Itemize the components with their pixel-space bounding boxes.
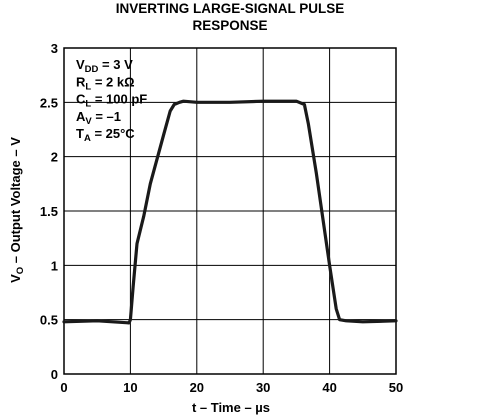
y-tick-label: 1.5 — [40, 204, 58, 219]
x-tick-label: 30 — [256, 380, 270, 395]
y-axis-label: VO – Output Voltage – V — [8, 137, 26, 283]
x-tick-labels: 0 10 20 30 40 50 — [60, 380, 403, 395]
y-tick-label: 2.5 — [40, 95, 58, 110]
x-axis-label: t – Time – µs — [192, 400, 270, 415]
test-condition-line: CL = 100 pF — [76, 92, 147, 110]
x-tick-label: 0 — [60, 380, 67, 395]
chart-title-line1: INVERTING LARGE-SIGNAL PULSE — [116, 1, 345, 16]
y-tick-label: 0 — [51, 367, 58, 382]
x-tick-label: 50 — [389, 380, 403, 395]
x-tick-label: 20 — [190, 380, 204, 395]
x-tick-label: 40 — [322, 380, 336, 395]
test-condition-line: AV = –1 — [76, 109, 121, 127]
y-tick-labels: 0 0.5 1 1.5 2 2.5 3 — [40, 41, 58, 382]
test-condition-line: TA = 25°C — [76, 126, 135, 144]
y-tick-label: 2 — [51, 150, 58, 165]
plot-frame — [63, 47, 397, 375]
chart-title-line2: RESPONSE — [192, 18, 267, 33]
y-tick-label: 0.5 — [40, 313, 58, 328]
y-tick-label: 3 — [51, 41, 58, 56]
y-tick-label: 1 — [51, 258, 58, 273]
x-tick-label: 10 — [123, 380, 137, 395]
test-condition-line: VDD = 3 V — [76, 57, 133, 75]
test-condition-line: RL = 2 kΩ — [76, 74, 135, 92]
series-line — [62, 99, 398, 325]
